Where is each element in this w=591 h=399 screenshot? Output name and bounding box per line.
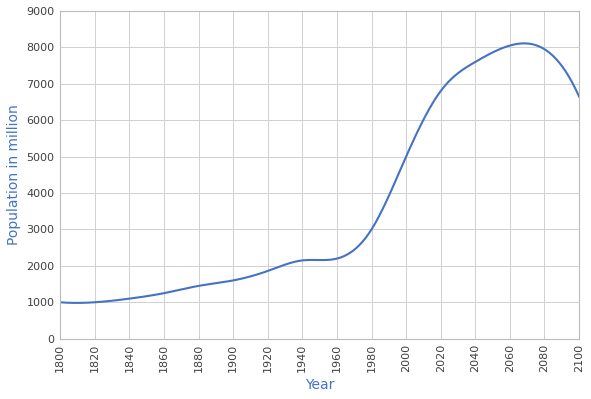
X-axis label: Year: Year <box>305 378 335 392</box>
Y-axis label: Population in million: Population in million <box>7 105 21 245</box>
